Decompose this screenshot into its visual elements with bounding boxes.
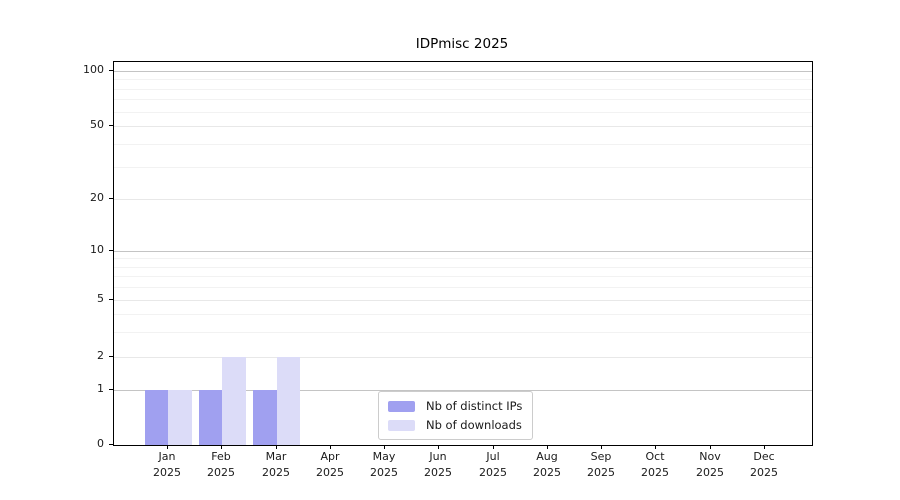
x-axis-tick-mark [330,445,331,449]
x-tick-month: Jul [486,450,500,463]
gridline [114,144,812,145]
y-axis-tick-mark [109,444,113,445]
y-axis-tick-label: 1 [97,382,104,395]
gridline [114,390,812,391]
y-axis-tick-label: 10 [90,243,104,256]
y-axis-tick-mark [109,198,113,199]
y-axis-tick-mark [109,389,113,390]
gridline [114,99,812,100]
x-tick-month: Dec [753,450,775,463]
x-tick-month: Jan [158,450,176,463]
x-axis-tick-label: Sep 2025 [571,449,631,481]
x-tick-year: 2025 [750,466,778,479]
y-axis-tick-label: 50 [90,118,104,131]
legend-item: Nb of distinct IPs [388,399,522,413]
x-axis-tick-label: Mar 2025 [246,449,306,481]
x-tick-year: 2025 [316,466,344,479]
gridline [114,258,812,259]
x-tick-year: 2025 [207,466,235,479]
x-axis-tick-label: Jan 2025 [137,449,197,481]
y-axis-tick-label: 0 [97,437,104,450]
gridline [114,167,812,168]
bar-downloads [168,390,192,445]
y-axis-tick-label: 100 [83,63,104,76]
gridline [114,71,812,72]
x-tick-month: Sep [590,450,612,463]
y-axis-tick-mark [109,70,113,71]
y-axis-tick-mark [109,356,113,357]
x-tick-year: 2025 [153,466,181,479]
y-axis-tick-mark [109,250,113,251]
y-axis-tick-label: 20 [90,191,104,204]
x-axis-tick-label: Jul 2025 [463,449,523,481]
x-axis-tick-label: Feb 2025 [191,449,251,481]
gridline [114,287,812,288]
x-tick-month: Feb [211,450,231,463]
legend-item: Nb of downloads [388,418,522,432]
x-tick-year: 2025 [424,466,452,479]
x-axis-tick-mark [493,445,494,449]
y-axis-tick-label: 5 [97,292,104,305]
x-axis-tick-mark [764,445,765,449]
x-axis-tick-label: Nov 2025 [680,449,740,481]
y-axis-tick-mark [109,299,113,300]
gridline [114,89,812,90]
legend-label: Nb of distinct IPs [426,399,523,413]
gridline [114,357,812,358]
x-axis-tick-label: Oct 2025 [625,449,685,481]
bar-distinct-ips [253,390,277,445]
x-axis-tick-label: Apr 2025 [300,449,360,481]
x-axis-tick-mark [384,445,385,449]
gridline [114,126,812,127]
x-tick-month: Aug [536,450,558,463]
x-tick-year: 2025 [370,466,398,479]
x-axis-tick-label: May 2025 [354,449,414,481]
gridline [114,79,812,80]
bar-downloads [276,357,300,445]
x-tick-month: Mar [265,450,287,463]
x-axis-tick-mark [710,445,711,449]
x-tick-month: Oct [645,450,665,463]
gridline [114,112,812,113]
x-axis-tick-mark [438,445,439,449]
legend: Nb of distinct IPs Nb of downloads [378,391,534,440]
x-tick-year: 2025 [696,466,724,479]
x-axis-tick-mark [167,445,168,449]
x-tick-year: 2025 [587,466,615,479]
gridline [114,251,812,252]
x-tick-month: May [372,450,396,463]
chart-title: IDPmisc 2025 [415,36,509,52]
y-axis-tick-label: 2 [97,349,104,362]
x-tick-year: 2025 [479,466,507,479]
x-tick-year: 2025 [641,466,669,479]
gridline [114,332,812,333]
plot-area [113,61,813,446]
x-axis-tick-label: Jun 2025 [408,449,468,481]
x-tick-month: Nov [699,450,721,463]
gridline [114,267,812,268]
x-axis-tick-mark [547,445,548,449]
bar-downloads [222,357,246,445]
x-tick-month: Apr [320,450,340,463]
x-tick-month: Jun [429,450,447,463]
x-tick-year: 2025 [533,466,561,479]
gridline [114,300,812,301]
bar-distinct-ips [144,390,168,445]
legend-swatch [388,400,415,412]
x-axis-tick-mark [601,445,602,449]
gridline [114,199,812,200]
legend-swatch [388,419,415,431]
x-axis-tick-label: Aug 2025 [517,449,577,481]
x-axis-tick-mark [655,445,656,449]
x-axis-tick-label: Dec 2025 [734,449,794,481]
x-axis-tick-mark [221,445,222,449]
y-axis-tick-mark [109,125,113,126]
legend-label: Nb of downloads [426,418,522,432]
x-axis-tick-mark [276,445,277,449]
x-tick-year: 2025 [262,466,290,479]
bar-distinct-ips [198,390,223,445]
gridline [114,314,812,315]
gridline [114,276,812,277]
